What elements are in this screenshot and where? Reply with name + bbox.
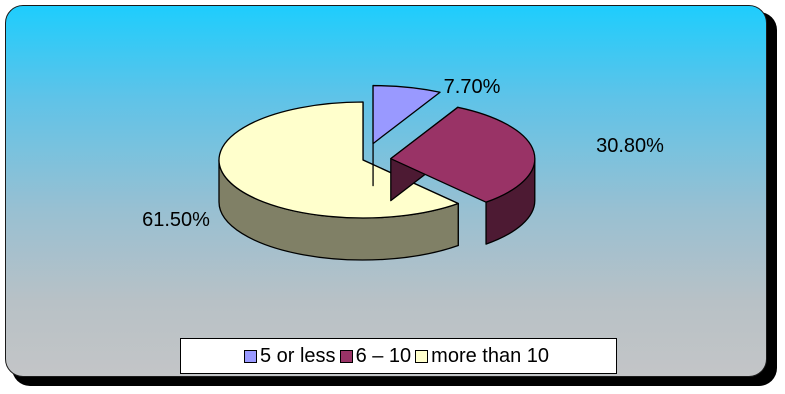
legend-swatch-more-than-10 (415, 349, 429, 363)
slice-top-6-10 (390, 106, 536, 203)
data-label-more-than-10: 61.50% (142, 209, 210, 231)
legend: 5 or less 6 – 10 more than 10 (180, 338, 617, 374)
legend-item-5-or-less: 5 or less (243, 344, 336, 368)
slice-top-5-or-less (372, 84, 441, 145)
data-label-6-10: 30.80% (596, 135, 664, 157)
legend-swatch-5-or-less (243, 349, 257, 363)
data-label-5-or-less: 7.70% (444, 76, 501, 98)
legend-item-more-than-10: more than 10 (415, 345, 549, 368)
legend-swatch-6-10 (339, 349, 353, 363)
legend-item-6-10: 6 – 10 (339, 344, 412, 368)
legend-label-6-10: 6 – 10 (355, 344, 412, 367)
legend-label-5-or-less: 5 or less (259, 344, 336, 367)
legend-label-more-than-10: more than 10 (431, 344, 550, 367)
